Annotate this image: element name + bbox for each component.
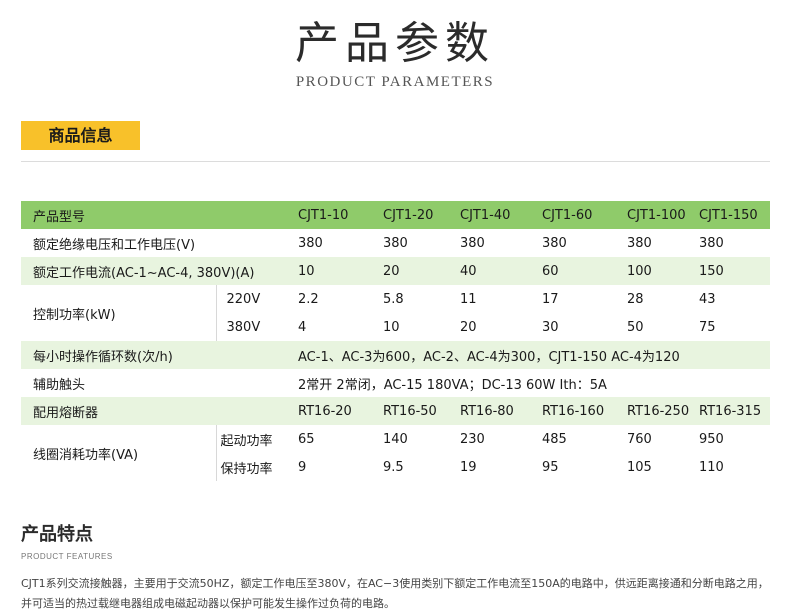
- row-label: 额定工作电流(AC-1~AC-4, 380V)(A): [21, 257, 297, 285]
- table-cell: RT16-160: [540, 397, 626, 425]
- table-row-fuse: 配用熔断器 RT16-20 RT16-50 RT16-80 RT16-160 R…: [21, 397, 771, 425]
- table-cell: 380: [296, 229, 382, 257]
- table-cell: CJT1-150: [697, 201, 771, 229]
- table-cell: 9.5: [381, 453, 459, 481]
- table-cell: RT16-20: [296, 397, 382, 425]
- table-cell: AC-1、AC-3为600，AC-2、AC-4为300，CJT1-150 AC-…: [296, 341, 771, 369]
- parameters-table: 产品型号 CJT1-10 CJT1-20 CJT1-40 CJT1-60 CJT…: [21, 201, 771, 481]
- table-cell: 100: [625, 257, 698, 285]
- table-cell: 30: [540, 313, 626, 341]
- row-sublabel: 保持功率: [215, 453, 297, 481]
- table-cell: 17: [540, 285, 626, 313]
- features-subtitle: PRODUCT FEATURES: [21, 552, 113, 561]
- table-cell: 380: [540, 229, 626, 257]
- features-description: CJT1系列交流接触器，主要用于交流50HZ，额定工作电压至380V，在AC−3…: [21, 577, 769, 610]
- table-cell: CJT1-100: [625, 201, 698, 229]
- table-cell: 105: [625, 453, 698, 481]
- table-cell: 2.2: [296, 285, 382, 313]
- row-sublabel: 380V: [215, 313, 297, 341]
- table-cell: RT16-315: [697, 397, 771, 425]
- table-cell: CJT1-20: [381, 201, 459, 229]
- table-cell: 20: [458, 313, 541, 341]
- table-cell: 150: [697, 257, 771, 285]
- table-cell: CJT1-40: [458, 201, 541, 229]
- table-cell: 110: [697, 453, 771, 481]
- table-row-rated-current: 额定工作电流(AC-1~AC-4, 380V)(A) 10 20 40 60 1…: [21, 257, 771, 285]
- table-cell: 11: [458, 285, 541, 313]
- row-sublabel: 220V: [215, 285, 297, 313]
- row-label: 控制功率(kW): [21, 285, 216, 341]
- table-row-coil-start-power: 线圈消耗功率(VA) 起动功率 65 140 230 485 760 950: [21, 425, 771, 481]
- row-label: 线圈消耗功率(VA): [21, 425, 216, 481]
- table-cell: 10: [296, 257, 382, 285]
- table-cell: 5.8: [381, 285, 459, 313]
- table-cell: 380: [625, 229, 698, 257]
- table-row-model: 产品型号 CJT1-10 CJT1-20 CJT1-40 CJT1-60 CJT…: [21, 201, 771, 229]
- table-cell: 9: [296, 453, 382, 481]
- table-row-cycles: 每小时操作循环数(次/h) AC-1、AC-3为600，AC-2、AC-4为30…: [21, 341, 771, 369]
- table-cell: 485: [540, 425, 626, 453]
- table-cell: 2常开 2常闭，AC-15 180VA；DC-13 60W Ith：5A: [296, 369, 771, 397]
- table-cell: 230: [458, 425, 541, 453]
- features-title: 产品特点: [21, 524, 93, 545]
- table-row-control-power-220v: 控制功率(kW) 220V 2.2 5.8 11 17 28 43: [21, 285, 771, 341]
- table-cell: 380: [697, 229, 771, 257]
- table-row-control-power-380v: 380V 4 10 20 30 50 75: [21, 313, 771, 341]
- table-cell: 10: [381, 313, 459, 341]
- row-label: 辅助触头: [21, 369, 297, 397]
- table-cell: 65: [296, 425, 382, 453]
- table-cell: CJT1-60: [540, 201, 626, 229]
- table-cell: 380: [381, 229, 459, 257]
- row-sublabel: 起动功率: [215, 425, 297, 453]
- table-cell: RT16-50: [381, 397, 459, 425]
- table-cell: RT16-250: [625, 397, 698, 425]
- table-cell: 28: [625, 285, 698, 313]
- section-tag-product-info: 商品信息: [21, 121, 140, 150]
- row-label: 额定绝缘电压和工作电压(V): [21, 229, 297, 257]
- row-label: 配用熔断器: [21, 397, 297, 425]
- table-cell: 95: [540, 453, 626, 481]
- table-row-insulation-voltage: 额定绝缘电压和工作电压(V) 380 380 380 380 380 380: [21, 229, 771, 257]
- table-cell: RT16-80: [458, 397, 541, 425]
- table-cell: 60: [540, 257, 626, 285]
- row-label: 每小时操作循环数(次/h): [21, 341, 297, 369]
- table-cell: 50: [625, 313, 698, 341]
- table-cell: 140: [381, 425, 459, 453]
- table-cell: 43: [697, 285, 771, 313]
- table-row-coil-hold-power: 保持功率 9 9.5 19 95 105 110: [21, 453, 771, 481]
- section-divider: [21, 161, 770, 162]
- page-title: 产品参数: [295, 18, 495, 69]
- table-cell: 760: [625, 425, 698, 453]
- table-cell: 19: [458, 453, 541, 481]
- table-cell: 75: [697, 313, 771, 341]
- row-label: 产品型号: [21, 201, 297, 229]
- table-cell: 40: [458, 257, 541, 285]
- page-subtitle: PRODUCT PARAMETERS: [295, 74, 495, 90]
- table-row-aux-contacts: 辅助触头 2常开 2常闭，AC-15 180VA；DC-13 60W Ith：5…: [21, 369, 771, 397]
- table-cell: 20: [381, 257, 459, 285]
- table-cell: 380: [458, 229, 541, 257]
- table-cell: 4: [296, 313, 382, 341]
- table-cell: 950: [697, 425, 771, 453]
- table-cell: CJT1-10: [296, 201, 382, 229]
